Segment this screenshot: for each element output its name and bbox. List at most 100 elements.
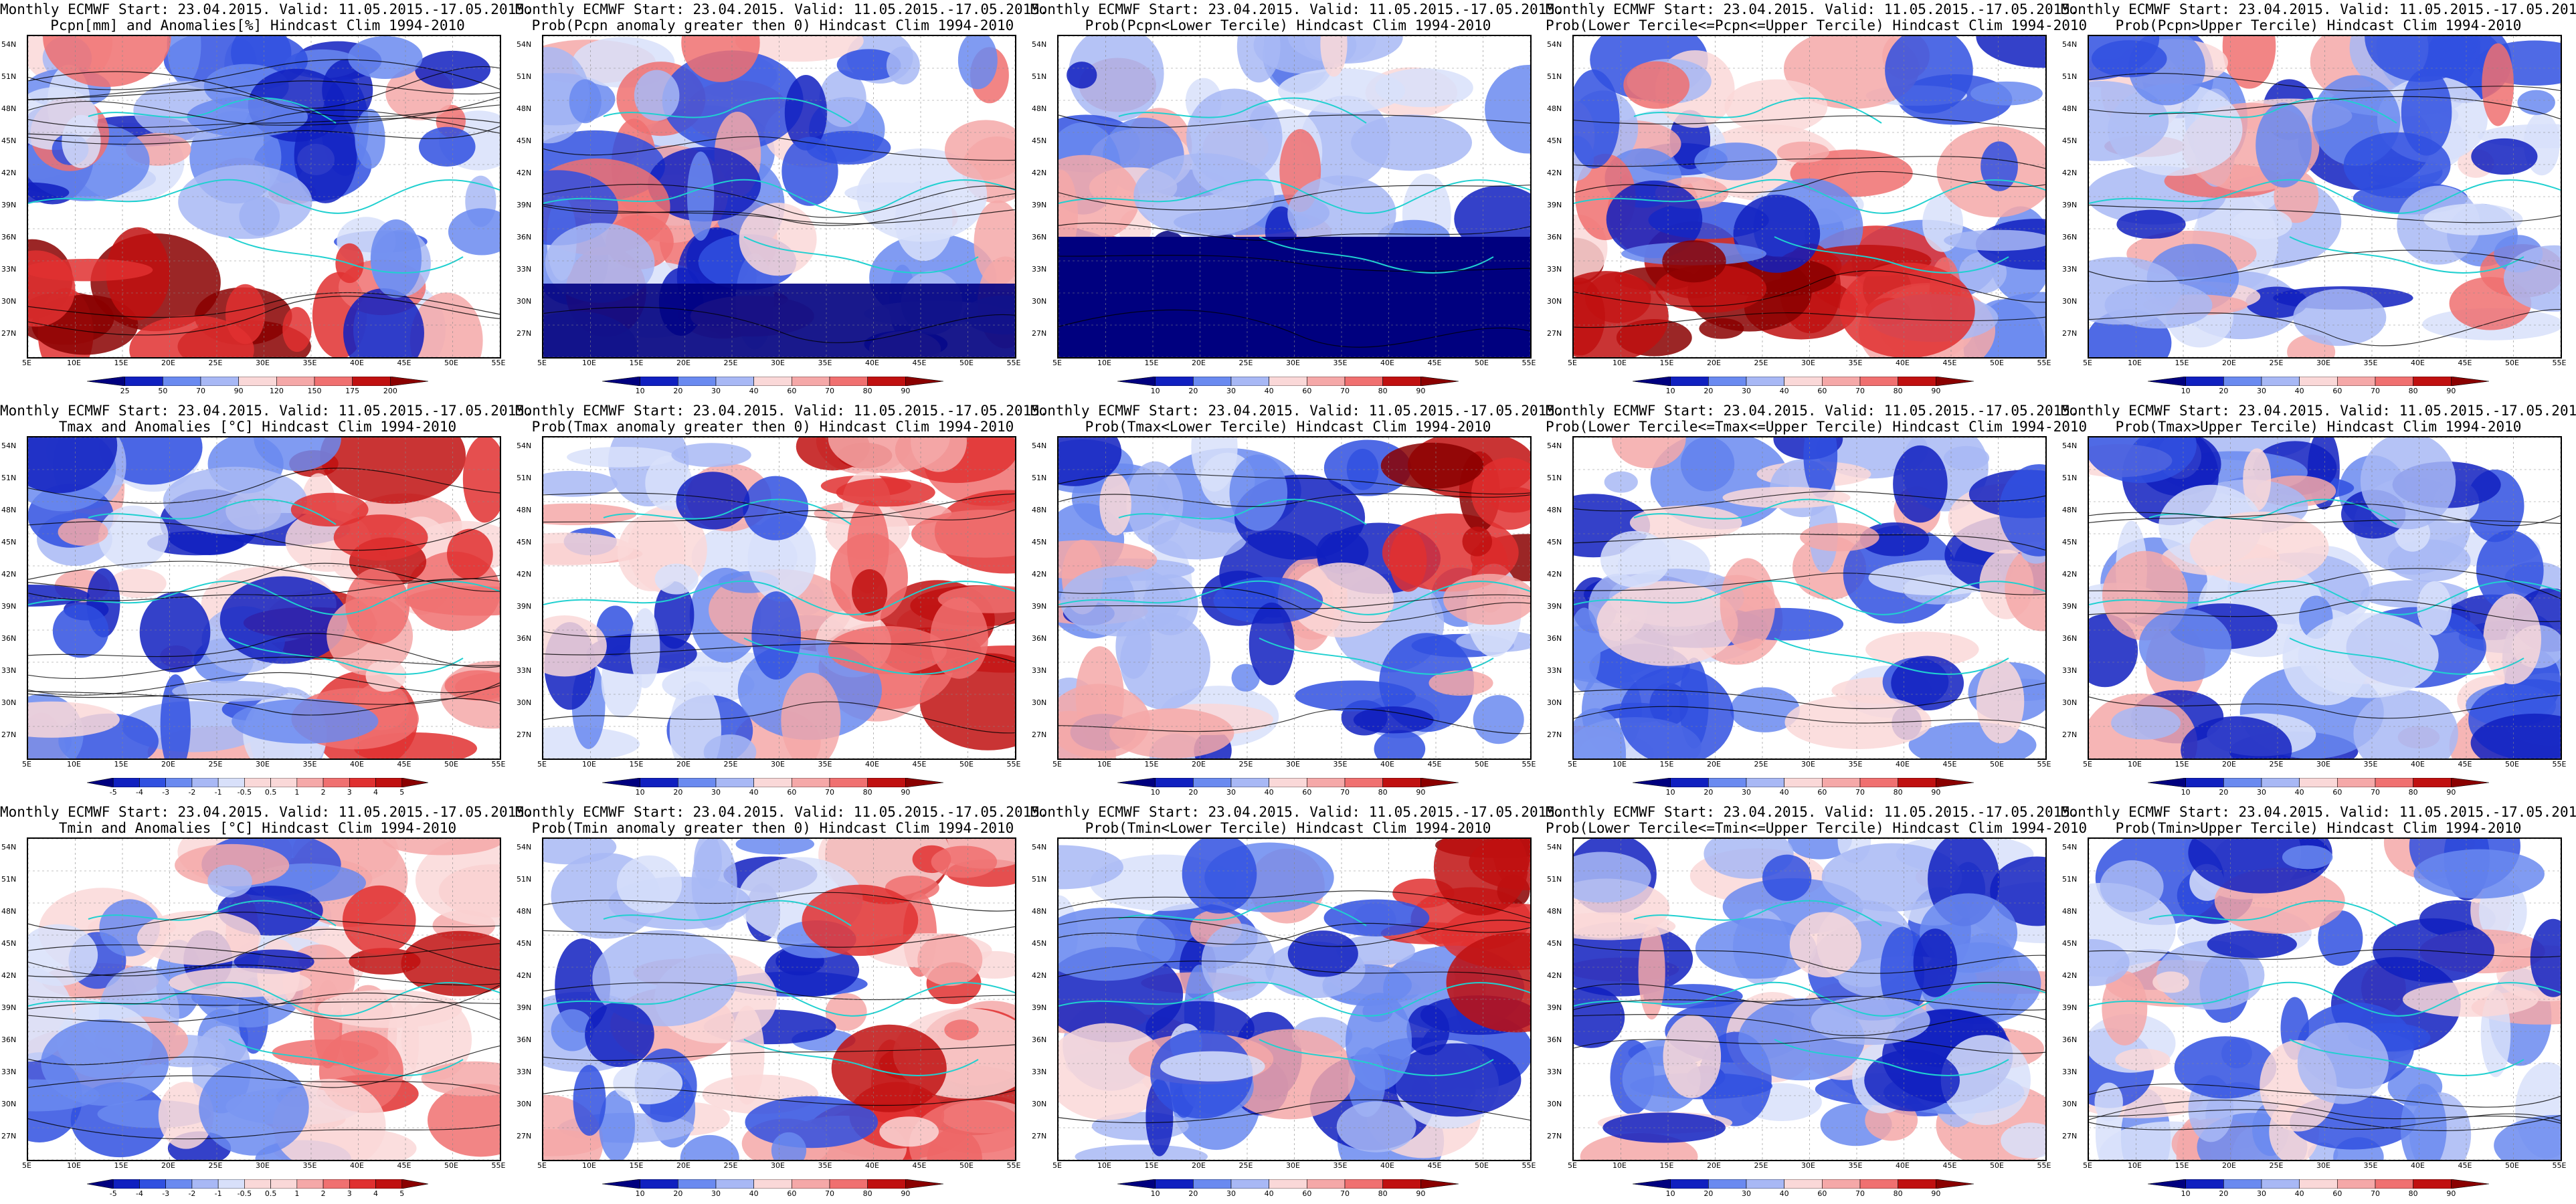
lat-label: 33N (2062, 265, 2078, 274)
lon-label: 35E (2363, 1161, 2378, 1170)
lat-label: 51N (1, 72, 17, 81)
lon-label: 5E (1052, 1161, 1062, 1170)
lon-label: 45E (912, 1161, 927, 1170)
panel-title-line2: Prob(Tmin anomaly greater then 0) Hindca… (531, 820, 1014, 836)
lat-label: 45N (517, 538, 532, 546)
colorbar-tick-label: 10 (635, 1189, 645, 1198)
lon-label: 35E (1333, 760, 1348, 769)
lat-label: 36N (2062, 233, 2078, 241)
colorbar-tick-label: 80 (1378, 1189, 1388, 1198)
map-panel: Monthly ECMWF Start: 23.04.2015. Valid: … (1546, 401, 2087, 803)
colorbar-tick-label: 20 (1704, 1189, 1714, 1198)
lat-label: 39N (517, 1003, 532, 1012)
map-panel: Monthly ECMWF Start: 23.04.2015. Valid: … (515, 0, 1048, 401)
lat-label: 42N (2062, 971, 2078, 980)
lon-label: 45E (1427, 359, 1442, 367)
lon-label: 50E (444, 760, 458, 769)
panel-title-line1: Monthly ECMWF Start: 23.04.2015. Valid: … (2061, 403, 2576, 419)
lon-label: 25E (1754, 359, 1768, 367)
lon-label: 40E (350, 760, 364, 769)
map-panel: Monthly ECMWF Start: 23.04.2015. Valid: … (1030, 803, 1564, 1204)
lat-label: 39N (1547, 602, 1562, 611)
lat-label: 30N (1547, 297, 1562, 306)
colorbar-tick-label: 10 (1665, 1189, 1675, 1198)
panel-title-line2: Prob(Lower Tercile<=Pcpn<=Upper Tercile)… (1546, 17, 2088, 33)
lat-label: 30N (1547, 1100, 1562, 1108)
lon-label: 40E (865, 760, 879, 769)
lat-label: 27N (1032, 329, 1047, 338)
colorbar-tick-label: 70 (196, 387, 205, 395)
colorbar (1632, 1179, 1974, 1189)
lon-label: 35E (1848, 1161, 1863, 1170)
lon-label: 30E (2316, 760, 2330, 769)
lat-label: 54N (1547, 40, 1562, 49)
colorbar-tick-label: 90 (1931, 788, 1941, 797)
lat-label: 54N (1, 40, 17, 49)
lon-label: 5E (537, 760, 547, 769)
lat-label: 39N (1032, 1003, 1047, 1012)
lon-label: 35E (302, 760, 317, 769)
lon-label: 50E (1990, 1161, 2004, 1170)
lat-label: 54N (1, 843, 17, 851)
colorbar-tick-label: 40 (1264, 788, 1274, 797)
lat-label: 30N (1, 1100, 17, 1108)
colorbar-tick-label: 20 (1188, 387, 1198, 395)
colorbar-tick-label: 10 (1665, 387, 1675, 395)
lat-label: 42N (2062, 570, 2078, 579)
lon-label: 15E (629, 359, 644, 367)
lat-label: 33N (1, 265, 17, 274)
lat-label: 33N (1, 1068, 17, 1076)
lon-label: 10E (1097, 760, 1111, 769)
lat-label: 27N (1547, 730, 1562, 739)
lon-label: 5E (2083, 359, 2092, 367)
colorbar-tick-label: 40 (2294, 788, 2304, 797)
colorbar-tick-label: 20 (673, 387, 683, 395)
colorbar-tick-label: 4 (373, 788, 379, 797)
lon-label: 20E (161, 359, 175, 367)
lon-label: 15E (1659, 1161, 1674, 1170)
lat-label: 27N (517, 1132, 532, 1140)
lat-label: 45N (1547, 538, 1562, 546)
colorbar-tick-label: 80 (1378, 788, 1388, 797)
lat-label: 45N (1, 538, 17, 546)
lon-label: 15E (2175, 359, 2189, 367)
colorbar-tick-label: 70 (825, 387, 834, 395)
lat-label: 42N (1032, 169, 1047, 177)
lon-label: 20E (161, 760, 175, 769)
colorbar-tick-label: 70 (2371, 1189, 2380, 1198)
panel-title-line2: Prob(Pcpn<Lower Tercile) Hindcast Clim 1… (1085, 17, 1491, 33)
lat-label: 39N (1032, 602, 1047, 611)
colorbar-tick-label: 40 (1779, 788, 1789, 797)
lon-label: 5E (537, 1161, 547, 1170)
panel-title-line1: Monthly ECMWF Start: 23.04.2015. Valid: … (1546, 403, 2079, 419)
lon-label: 10E (2128, 1161, 2142, 1170)
panel-title-line1: Monthly ECMWF Start: 23.04.2015. Valid: … (1030, 403, 1564, 419)
lat-label: 54N (1032, 40, 1047, 49)
map-field (1574, 437, 2045, 759)
lon-label: 35E (818, 359, 832, 367)
lat-label: 54N (2062, 843, 2078, 851)
lat-label: 36N (1032, 634, 1047, 643)
map-field (28, 36, 500, 357)
colorbar (2147, 376, 2490, 387)
panel-title: Monthly ECMWF Start: 23.04.2015. Valid: … (515, 804, 1048, 836)
colorbar-tick-label: -4 (135, 1189, 143, 1198)
lon-label: 45E (1942, 359, 1957, 367)
lon-label: 5E (537, 359, 547, 367)
lat-label: 27N (517, 329, 532, 338)
lon-label: 55E (2037, 760, 2051, 769)
lon-label: 55E (2552, 760, 2567, 769)
panel-title: Monthly ECMWF Start: 23.04.2015. Valid: … (1030, 1, 1564, 33)
map-panel: Monthly ECMWF Start: 23.04.2015. Valid: … (0, 401, 533, 803)
colorbar (86, 376, 429, 387)
lat-label: 54N (1547, 843, 1562, 851)
map-area (1572, 35, 2047, 359)
lat-label: 48N (1, 907, 17, 916)
lon-label: 30E (2316, 1161, 2330, 1170)
lon-label: 40E (865, 1161, 879, 1170)
colorbar-tick-label: 60 (787, 387, 797, 395)
lon-label: 55E (2552, 1161, 2567, 1170)
lon-label: 55E (1006, 359, 1021, 367)
map-area (1057, 837, 1532, 1161)
colorbar-tick-label: 40 (1779, 1189, 1789, 1198)
